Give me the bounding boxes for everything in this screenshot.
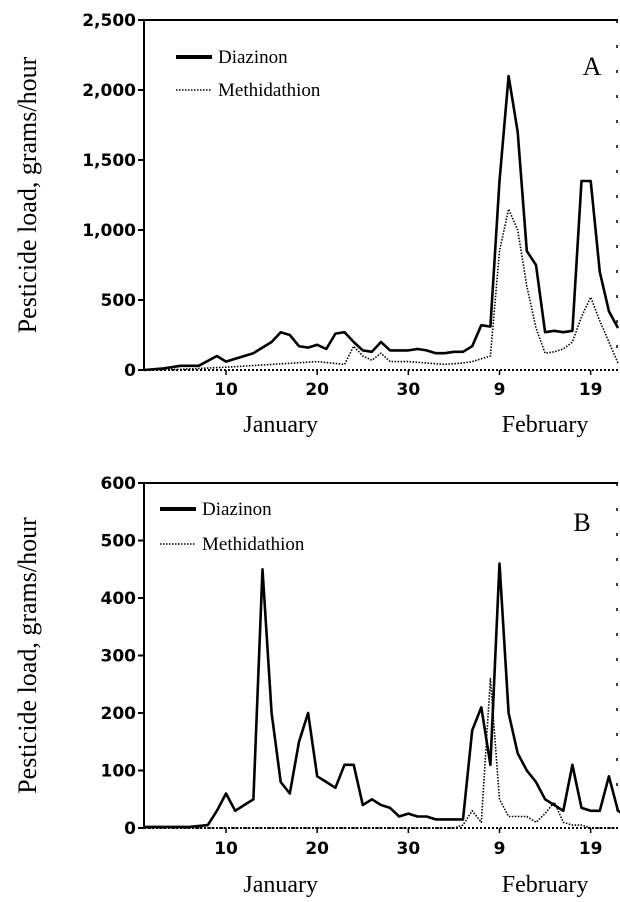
- y-tick-label: 0: [124, 819, 136, 839]
- x-tick-label: 30: [397, 839, 421, 859]
- x-tick-label: 10: [214, 839, 238, 859]
- x-tick-label: 20: [305, 839, 329, 859]
- y-tick-label: 0: [124, 361, 136, 381]
- panel-a: 0 500 1,000 1,500 2,000 2,500 10 20 30 9 19 January…: [13, 11, 620, 438]
- x-tick-label: 9: [494, 380, 506, 400]
- x-tick-label: 10: [214, 380, 238, 400]
- y-tick-label: 200: [101, 704, 137, 724]
- y-tick-label: 600: [101, 474, 137, 494]
- y-tick-label: 1,000: [82, 221, 136, 241]
- y-axis-label: Pesticide load, grams/hour: [13, 517, 42, 794]
- month-label: January: [243, 412, 318, 438]
- series-line-methidathion: [144, 208, 619, 371]
- series-line-diazinon: [144, 74, 620, 372]
- month-label: January: [243, 872, 318, 898]
- y-tick-label: 300: [101, 647, 137, 667]
- y-tick-label: 500: [101, 291, 137, 311]
- x-tick-label: 9: [494, 839, 506, 859]
- x-tick-label: 19: [579, 839, 603, 859]
- y-tick-label: 2,500: [82, 11, 136, 31]
- legend-label-diazinon: Diazinon: [218, 47, 288, 68]
- panel-letter: A: [583, 52, 602, 81]
- month-label: February: [502, 872, 589, 898]
- panel-b: 0 100 200 300 400 500 600 10 20 30 9 19 January Febru…: [13, 474, 620, 898]
- series-line-methidathion: [144, 677, 618, 829]
- y-axis-label: Pesticide load, grams/hour: [13, 56, 42, 333]
- legend-label-methidathion: Methidathion: [218, 80, 321, 101]
- series-line-diazinon: [144, 562, 620, 829]
- y-tick-label: 2,000: [82, 81, 136, 101]
- y-tick-label: 100: [101, 762, 137, 782]
- y-tick-label: 400: [101, 589, 137, 609]
- y-tick-label: 500: [101, 532, 137, 552]
- month-label: February: [502, 412, 589, 438]
- x-tick-label: 20: [305, 380, 329, 400]
- legend-label-diazinon: Diazinon: [202, 499, 272, 520]
- y-tick-label: 1,500: [82, 151, 136, 171]
- x-tick-label: 19: [579, 380, 603, 400]
- panel-letter: B: [573, 508, 590, 537]
- legend-label-methidathion: Methidathion: [202, 534, 305, 555]
- x-tick-label: 30: [397, 380, 421, 400]
